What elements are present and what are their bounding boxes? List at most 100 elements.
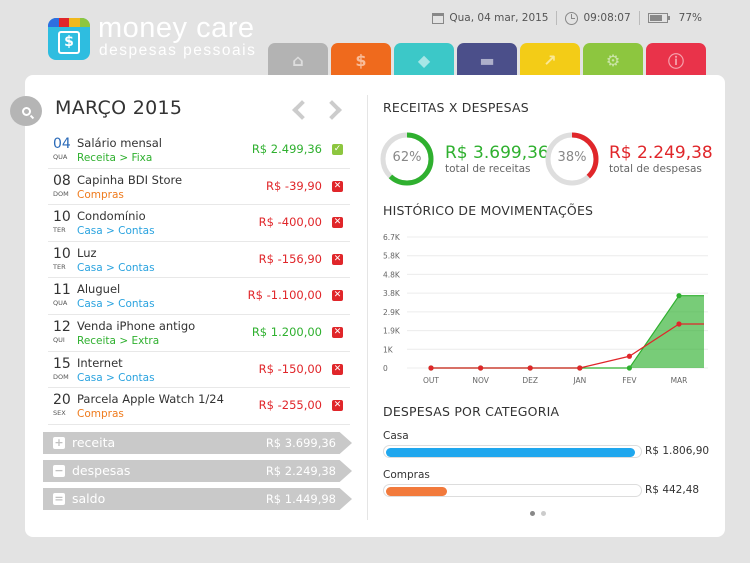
paid-check-icon[interactable]: ✓	[332, 144, 343, 155]
unpaid-x-icon[interactable]: ✕	[332, 400, 343, 412]
y-tick-label: 1.9K	[383, 327, 401, 336]
transaction-day: 12	[53, 318, 71, 335]
summary-receita[interactable]: + receita R$ 3.699,36	[43, 432, 352, 454]
data-point[interactable]	[676, 293, 682, 299]
income-total-label: total de receitas	[445, 163, 531, 175]
data-point[interactable]	[478, 365, 484, 371]
transaction-weekday: TER	[53, 262, 66, 271]
data-point[interactable]	[626, 353, 632, 359]
y-tick-label: 0	[383, 364, 388, 373]
app-logo: $	[48, 18, 90, 60]
transaction-category: Receita > Fixa	[77, 152, 153, 164]
data-point[interactable]	[626, 365, 632, 371]
data-point[interactable]	[676, 321, 682, 327]
minus-icon: −	[53, 464, 65, 477]
minus-icon: =	[53, 492, 65, 505]
y-tick-label: 1K	[383, 345, 394, 354]
summary-amount: R$ 2.249,38	[265, 464, 336, 478]
archive-icon: ▬	[479, 50, 495, 70]
transaction-row[interactable]: 15 DOM Internet Casa > Contas R$ -150,00 ✕	[48, 352, 350, 389]
transaction-value: R$ -255,00	[258, 398, 322, 413]
transaction-value: R$ -39,90	[265, 178, 322, 193]
info-icon: ⓘ	[667, 52, 684, 71]
category-name: Casa	[383, 430, 409, 442]
tab-tag[interactable]: ◆	[394, 43, 454, 77]
transaction-category: Receita > Extra	[77, 334, 160, 347]
previous-month-button[interactable]	[290, 98, 308, 120]
transaction-name: Condomínio	[77, 209, 146, 224]
unpaid-x-icon[interactable]: ✕	[332, 180, 343, 192]
tab-chart[interactable]: ↗	[520, 43, 580, 77]
status-time: 09:08:07	[583, 12, 631, 24]
unpaid-x-icon[interactable]: ✕	[332, 363, 343, 375]
y-tick-label: 5.8K	[383, 252, 401, 261]
expense-total-label: total de despesas	[609, 163, 702, 175]
plus-icon: +	[53, 436, 65, 449]
transaction-row[interactable]: 10 TER Condomínio Casa > Contas R$ -400,00 ✕	[48, 205, 350, 242]
x-tick-label: OUT	[423, 376, 439, 385]
clock-icon	[565, 11, 579, 25]
transaction-weekday: DOM	[53, 189, 69, 198]
category-bar[interactable]	[383, 445, 642, 458]
data-point[interactable]	[428, 365, 434, 371]
transaction-category: Casa > Contas	[77, 225, 155, 238]
x-tick-label: JAN	[572, 376, 586, 385]
transaction-weekday: TER	[53, 226, 66, 235]
category-bar[interactable]	[383, 484, 642, 497]
transaction-name: Venda iPhone antigo	[77, 318, 196, 333]
expense-total: R$ 2.249,38	[609, 143, 713, 163]
summary-despesas[interactable]: − despesas R$ 2.249,38	[43, 460, 352, 482]
transaction-name: Aluguel	[77, 282, 121, 297]
data-point[interactable]	[527, 365, 533, 371]
category-name: Compras	[383, 469, 430, 481]
transaction-row[interactable]: 12 QUI Venda iPhone antigo Receita > Extra R…	[48, 315, 350, 352]
month-title: MARÇO 2015	[55, 97, 183, 119]
battery-icon	[647, 13, 670, 23]
tag-icon: ◆	[417, 50, 431, 70]
summary-saldo[interactable]: = saldo R$ 1.449,98	[43, 488, 352, 510]
status-bar: Qua, 04 mar, 2015 09:08:07 77%	[432, 8, 702, 28]
transaction-row[interactable]: 11 QUA Aluguel Casa > Contas R$ -1.100,00 ✕	[48, 278, 350, 315]
calendar-icon	[432, 12, 445, 24]
unpaid-x-icon[interactable]: ✕	[332, 217, 343, 229]
transaction-row[interactable]: 04 QUA Salário mensal Receita > Fixa R$ 2.49…	[48, 132, 350, 169]
data-point[interactable]	[577, 365, 583, 371]
tab-dollar[interactable]: $	[331, 43, 391, 77]
transaction-value: R$ 1.200,00	[251, 324, 322, 339]
transaction-value: R$ -1.100,00	[247, 288, 322, 303]
summary-amount: R$ 3.699,36	[265, 436, 336, 450]
history-chart: 0 1K 1.9K 2.9K 3.8K 4.8K 5.8K 6.7K OUT NOV DEZ JAN F…	[383, 233, 708, 385]
next-month-button[interactable]	[325, 98, 343, 120]
page-dot[interactable]	[530, 511, 535, 516]
page-dot[interactable]	[541, 511, 546, 516]
x-tick-label: FEV	[622, 376, 637, 385]
wallet-icon: $	[58, 31, 80, 54]
search-button[interactable]	[10, 96, 42, 126]
tab-info[interactable]: ⓘ	[646, 43, 706, 77]
transaction-row[interactable]: 20 SEX Parcela Apple Watch 1/24 Compras R$ -…	[48, 388, 350, 425]
unpaid-x-icon[interactable]: ✕	[332, 253, 343, 265]
unpaid-x-icon[interactable]: ✕	[332, 290, 343, 302]
tab-archive[interactable]: ▬	[457, 43, 517, 77]
transaction-category: Casa > Contas	[77, 371, 155, 384]
category-amount: R$ 442,48	[645, 484, 700, 496]
unpaid-x-icon[interactable]: ✕	[332, 326, 343, 338]
transaction-list: 04 QUA Salário mensal Receita > Fixa R$ 2.49…	[48, 132, 350, 425]
x-tick-label: MAR	[671, 376, 688, 385]
summary-amount: R$ 1.449,98	[265, 492, 336, 506]
status-date: Qua, 04 mar, 2015	[449, 12, 549, 24]
transaction-category: Compras	[77, 408, 124, 421]
transaction-name: Parcela Apple Watch 1/24	[77, 392, 224, 407]
transaction-day: 10	[53, 245, 71, 262]
overview-title: RECEITAS X DESPESAS	[383, 100, 529, 115]
transaction-day: 15	[53, 355, 71, 372]
app-title: money care	[98, 12, 255, 44]
tab-gear[interactable]: ⚙	[583, 43, 643, 77]
transaction-row[interactable]: 10 TER Luz Casa > Contas R$ -156,90 ✕	[48, 242, 350, 279]
summary-label: receita	[72, 435, 116, 450]
income-area	[431, 295, 704, 368]
tab-home[interactable]: ⌂	[268, 43, 328, 77]
transaction-row[interactable]: 08 DOM Capinha BDI Store Compras R$ -39,90 ✕	[48, 169, 350, 206]
transaction-weekday: DOM	[53, 372, 69, 381]
transaction-name: Capinha BDI Store	[77, 172, 183, 187]
